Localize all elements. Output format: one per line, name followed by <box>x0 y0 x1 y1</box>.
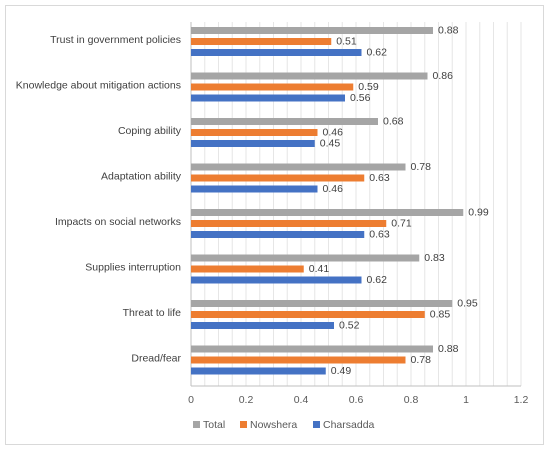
bar-charsadda-6 <box>191 322 334 329</box>
data-label: 0.83 <box>424 252 445 264</box>
bar-total-3 <box>191 163 406 171</box>
data-label: 0.45 <box>320 138 341 150</box>
data-label: 0.62 <box>367 47 388 59</box>
bar-charsadda-3 <box>191 185 318 193</box>
data-label: 0.86 <box>433 70 454 82</box>
x-tick-label: 1.2 <box>514 394 529 406</box>
data-label: 0.56 <box>350 92 371 104</box>
bar-charsadda-4 <box>191 231 365 238</box>
category-label: Coping ability <box>118 125 182 137</box>
data-label: 0.68 <box>383 116 404 128</box>
bar-total-4 <box>191 209 464 216</box>
category-label: Trust in government policies <box>50 34 181 46</box>
data-label: 0.99 <box>468 207 489 219</box>
x-tick-label: 0.6 <box>349 394 364 406</box>
bar-nowshera-5 <box>191 265 304 273</box>
data-label: 0.49 <box>331 365 352 377</box>
bar-charsadda-2 <box>191 140 315 147</box>
data-label: 0.88 <box>438 25 459 37</box>
bar-charsadda-0 <box>191 49 362 56</box>
category-label: Dread/fear <box>131 353 181 365</box>
legend-swatch-nowshera <box>240 421 247 428</box>
category-label: Threat to life <box>123 307 182 319</box>
legend-label: Nowshera <box>250 419 297 431</box>
x-tick-label: 1 <box>463 394 469 406</box>
data-label: 0.88 <box>438 343 459 355</box>
data-label: 0.63 <box>369 172 390 184</box>
bar-total-7 <box>191 345 433 353</box>
bar-total-6 <box>191 300 453 307</box>
bar-nowshera-7 <box>191 356 406 364</box>
data-label: 0.51 <box>336 36 357 48</box>
bar-total-0 <box>191 27 433 34</box>
category-label: Knowledge about mitigation actions <box>16 80 181 92</box>
bar-nowshera-1 <box>191 83 354 91</box>
data-label: 0.78 <box>411 354 432 366</box>
legend-label: Total <box>203 419 225 431</box>
bar-charsadda-5 <box>191 276 362 284</box>
legend-label: Charsadda <box>323 419 375 431</box>
bar-total-5 <box>191 254 420 262</box>
bar-charsadda-1 <box>191 94 345 102</box>
data-label: 0.85 <box>430 309 451 321</box>
x-tick-label: 0.8 <box>404 394 419 406</box>
data-label: 0.41 <box>309 263 330 275</box>
x-tick-label: 0 <box>188 394 194 406</box>
data-label: 0.62 <box>367 274 388 286</box>
x-tick-label: 0.4 <box>294 394 309 406</box>
bar-total-1 <box>191 72 428 80</box>
data-label: 0.59 <box>358 81 379 93</box>
category-label: Adaptation ability <box>101 171 182 183</box>
data-label: 0.52 <box>339 320 360 332</box>
bar-nowshera-3 <box>191 174 365 182</box>
bar-charsadda-7 <box>191 367 326 375</box>
bar-nowshera-2 <box>191 129 318 136</box>
bar-nowshera-0 <box>191 38 332 45</box>
bar-nowshera-4 <box>191 220 387 227</box>
legend-swatch-total <box>193 421 200 428</box>
data-label: 0.63 <box>369 229 390 241</box>
data-label: 0.46 <box>323 127 344 139</box>
category-label: Supplies interruption <box>85 262 181 274</box>
bar-nowshera-6 <box>191 311 425 318</box>
category-label: Impacts on social networks <box>55 216 181 228</box>
legend-swatch-charsadda <box>313 421 320 428</box>
x-tick-label: 0.2 <box>239 394 254 406</box>
data-label: 0.95 <box>457 298 478 310</box>
data-label: 0.71 <box>391 218 412 230</box>
data-label: 0.78 <box>411 161 432 173</box>
data-label: 0.46 <box>323 183 344 195</box>
bar-total-2 <box>191 118 378 125</box>
